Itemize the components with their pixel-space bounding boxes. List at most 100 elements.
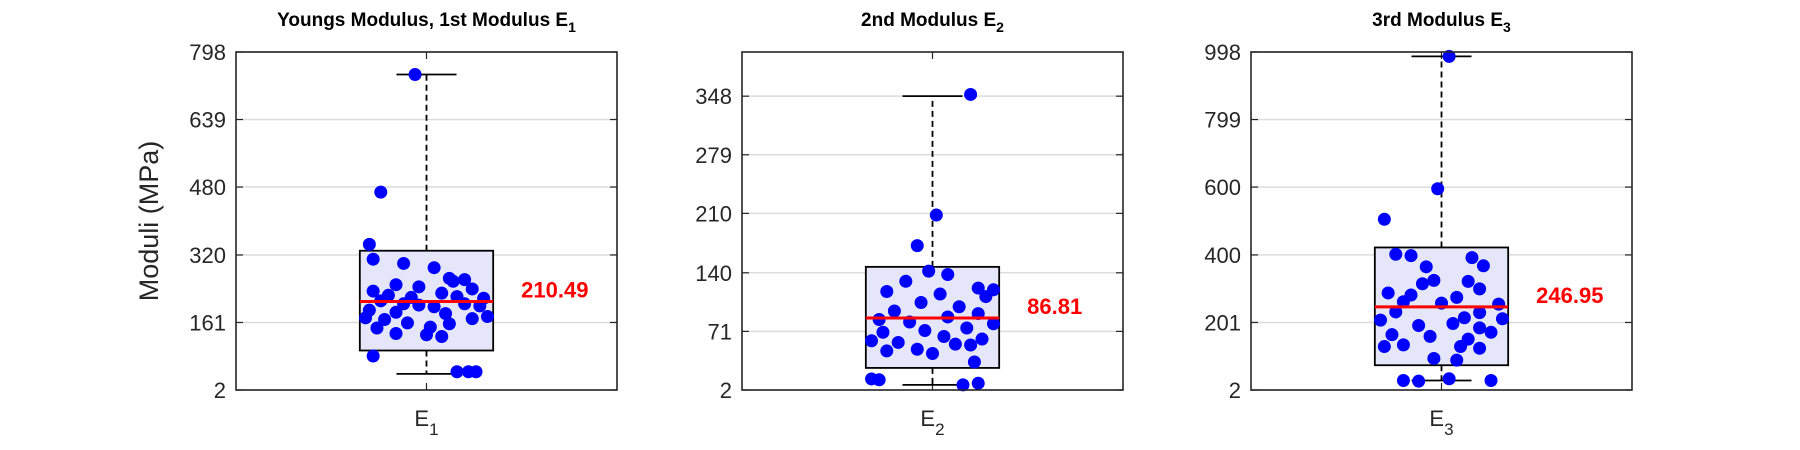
y-tick-label: 210 [695,201,732,226]
data-point [1492,297,1506,311]
data-point [397,256,411,270]
data-point [964,87,978,101]
axes-frame [1250,51,1633,391]
y-tick-label: 348 [695,84,732,109]
data-point [865,334,879,348]
y-tick-label: 480 [189,175,226,200]
data-point [887,304,901,318]
data-point [876,325,890,339]
data-point [465,312,479,326]
data-point [389,305,403,319]
x-tick-label: E3 [1429,406,1453,439]
data-point [1473,321,1487,335]
data-point [1396,338,1410,352]
data-point [366,252,380,266]
data-point [465,282,479,296]
data-point [1446,316,1460,330]
x-tick-label: E1 [414,406,438,439]
data-point [1389,247,1403,261]
axes-frame [741,51,1124,391]
data-point [1473,341,1487,355]
data-point [435,286,449,300]
y-tick-label: 600 [1204,175,1241,200]
data-point [1454,340,1468,354]
data-point [400,316,414,330]
data-point [952,300,966,314]
chart-title: Youngs Modulus, 1st Modulus E1 [277,10,576,35]
data-point [956,378,970,392]
y-tick-label: 639 [189,108,226,133]
data-point [910,342,924,356]
data-point [378,313,392,327]
data-point [450,365,464,379]
data-point [458,273,472,287]
data-point [458,297,472,311]
data-point [1450,290,1464,304]
median-value-label: 210.49 [521,277,588,302]
data-point [1396,373,1410,387]
data-point [1473,306,1487,320]
y-tick-label: 161 [189,310,226,335]
data-point [389,327,403,341]
data-point [914,296,928,310]
data-point [1442,49,1456,63]
data-point [1473,282,1487,296]
data-point [910,239,924,253]
axes-frame [235,51,618,391]
data-point [1431,182,1445,196]
data-point [918,324,932,338]
data-point [366,284,380,298]
data-point [427,261,441,275]
y-tick-label: 71 [708,319,732,344]
data-point [1423,329,1437,343]
data-point [1419,260,1433,274]
x-tick-label-text: E [414,406,429,431]
data-point [891,335,905,349]
x-tick-label-subscript: 2 [935,420,944,439]
data-point [1465,251,1479,265]
x-tick-label-text: E [920,406,935,431]
data-point [933,287,947,301]
data-point [1385,328,1399,342]
data-point [1404,249,1418,263]
data-point [1461,274,1475,288]
data-point [1476,259,1490,273]
median-value-label: 246.95 [1536,283,1603,308]
data-point [370,321,384,335]
data-point [420,328,433,342]
data-point [374,185,388,199]
data-point [941,268,955,282]
x-tick-label-text: E [1429,406,1444,431]
y-tick-label: 400 [1204,243,1241,268]
data-point [435,329,449,343]
data-point [1442,372,1456,386]
chart-title-subscript: 3 [1503,19,1511,35]
y-axis-label: Moduli (MPa) [134,141,164,302]
x-tick-label-subscript: 3 [1444,420,1453,439]
data-point [442,317,456,331]
data-point [1389,305,1403,319]
data-point [480,310,494,324]
data-point [1427,273,1441,287]
data-point [408,68,422,82]
data-point [971,281,985,295]
data-point [1457,311,1471,325]
data-point [427,300,441,314]
data-point [446,274,460,288]
x-tick-label: E2 [920,406,944,439]
y-tick-label: 201 [1204,310,1241,335]
chart-title: 3rd Modulus E3 [1372,10,1511,35]
data-point [975,332,989,346]
y-tick-label: 2 [1229,378,1241,403]
data-point [979,290,993,304]
y-tick-label: 320 [189,243,226,268]
data-point [1415,277,1429,291]
data-point [439,307,453,321]
chart-title-subscript: 1 [568,19,576,35]
data-point [366,349,380,363]
data-point [362,237,376,251]
x-tick-label-subscript: 1 [429,420,438,439]
data-point [948,337,962,351]
